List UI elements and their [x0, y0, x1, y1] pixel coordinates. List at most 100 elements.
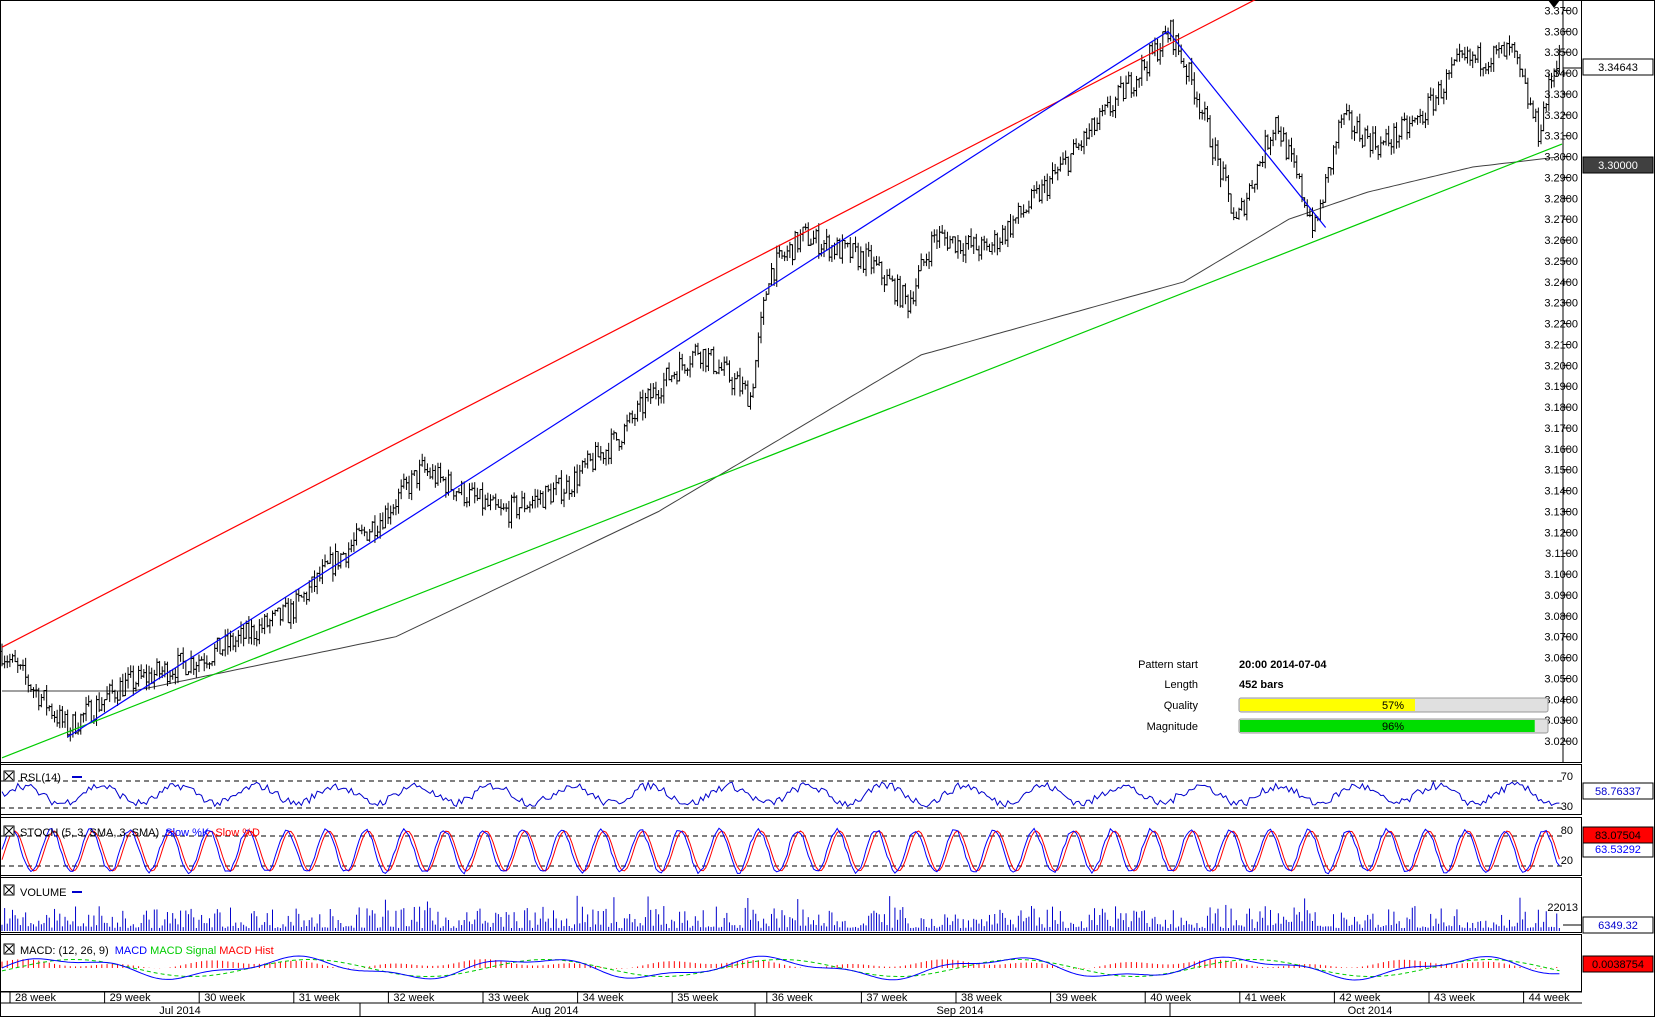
current-price-box: 3.34643: [1563, 58, 1654, 76]
volume-value: 6349.32: [1598, 920, 1638, 932]
price-tick-label: 3.2300: [1544, 298, 1578, 310]
macd-path: [1, 955, 1560, 981]
price-tick-label: 3.3500: [1544, 47, 1578, 59]
price-pane: 3.0200 3.0300 3.0400 3.0500 3.0600 3.0700 3.08…: [0, 0, 1654, 763]
week-label: 35 week: [677, 992, 718, 1004]
week-label: 37 week: [866, 992, 907, 1004]
macd-label: MACD: (12, 26, 9): [20, 945, 109, 957]
week-label: 31 week: [299, 992, 340, 1004]
week-label: 34 week: [583, 992, 624, 1004]
week-label: 33 week: [488, 992, 529, 1004]
week-label: 43 week: [1434, 992, 1475, 1004]
price-tick-label: 3.2100: [1544, 339, 1578, 351]
price-tick-label: 3.3400: [1544, 68, 1578, 80]
pattern-start-value: 20:00 2014-07-04: [1239, 659, 1327, 671]
week-label: 40 week: [1150, 992, 1191, 1004]
price-tick-label: 3.1500: [1544, 465, 1578, 477]
stoch-k-value: 83.07504: [1595, 830, 1641, 842]
week-label: 36 week: [772, 992, 813, 1004]
price-bars: [0, 19, 1562, 742]
stoch-k-label: Slow %K: [165, 827, 210, 839]
price-tick-label: 3.1200: [1544, 527, 1578, 539]
stoch-label-group: STOCH (5, 3, SMA, 3, SMA) Slow %K Slow %…: [20, 827, 260, 839]
price-tick-label: 3.1900: [1544, 381, 1578, 393]
price-tick-label: 3.0400: [1544, 694, 1578, 706]
week-label: 41 week: [1245, 992, 1286, 1004]
rsi-value: 58.76337: [1595, 786, 1641, 798]
month-label: Jul 2014: [159, 1005, 201, 1017]
month-label: Sep 2014: [936, 1005, 983, 1017]
price-tick-label: 3.0800: [1544, 611, 1578, 623]
price-tick-label: 3.3600: [1544, 26, 1578, 38]
channel-upper-line: [1, 0, 1256, 648]
price-tick-label: 3.2700: [1544, 214, 1578, 226]
stoch-d-label: Slow %D: [215, 827, 260, 839]
quality-value: 57%: [1382, 700, 1404, 712]
volume-pane: VOLUME 22013 6349.32: [0, 877, 1654, 934]
quality-label: Quality: [1164, 700, 1199, 712]
quality-fill: [1240, 699, 1415, 711]
week-label: 39 week: [1056, 992, 1097, 1004]
volume-label: VOLUME: [20, 887, 66, 899]
stoch-pane: STOCH (5, 3, SMA, 3, SMA) Slow %K Slow %…: [0, 817, 1654, 876]
week-label: 30 week: [204, 992, 245, 1004]
magnitude-fill: [1240, 720, 1535, 732]
price-tick-label: 3.0700: [1544, 632, 1578, 644]
week-label: 29 week: [110, 992, 151, 1004]
price-tick-label: 3.3300: [1544, 89, 1578, 101]
price-axis: 3.0200 3.0300 3.0400 3.0500 3.0600 3.0700 3.08…: [1544, 0, 1578, 762]
price-tick-label: 3.3700: [1544, 5, 1578, 17]
stoch-d-path: [1, 830, 1560, 872]
week-label: 44 week: [1529, 992, 1570, 1004]
price-tick-label: 3.1400: [1544, 486, 1578, 498]
price-tick-label: 3.1800: [1544, 402, 1578, 414]
pattern-line: [67, 30, 1169, 738]
stoch-lines: [1, 827, 1560, 875]
price-tick-label: 3.2200: [1544, 319, 1578, 331]
level-box: 3.30000: [1582, 156, 1654, 174]
pattern-line: [1167, 30, 1327, 228]
month-label: Oct 2014: [1348, 1005, 1393, 1017]
channel-lower-line: [1, 143, 1563, 759]
pattern-start-label: Pattern start: [1138, 659, 1198, 671]
magnitude-label: Magnitude: [1147, 721, 1198, 733]
price-tick-label: 3.3200: [1544, 110, 1578, 122]
moving-average-line: [2, 156, 1557, 692]
stoch-d-value: 63.53292: [1595, 844, 1641, 856]
macd-signal-label: MACD Signal: [150, 945, 216, 957]
price-tick-label: 3.2000: [1544, 360, 1578, 372]
stoch-k-path: [1, 827, 1560, 875]
pattern-info-panel: Pattern start 20:00 2014-07-04 Length 45…: [1138, 659, 1549, 734]
macd-hist-label: MACD Hist: [219, 945, 273, 957]
stoch-label: STOCH (5, 3, SMA, 3, SMA): [20, 827, 159, 839]
time-axis: 28 week 29 week 30 week 31 week 32 week 33 we…: [0, 991, 1582, 1017]
price-tick-label: 3.3100: [1544, 131, 1578, 143]
rsi-label: RSI (14): [20, 772, 61, 784]
price-tick-label: 3.0200: [1544, 736, 1578, 748]
volume-max-label: 22013: [1547, 902, 1578, 914]
rsi-line: [1, 780, 1560, 808]
volume-bars: [1, 895, 1560, 931]
price-tick-label: 3.0900: [1544, 590, 1578, 602]
price-tick-label: 3.3000: [1544, 152, 1578, 164]
price-tick-label: 3.1300: [1544, 506, 1578, 518]
week-label: 32 week: [393, 992, 434, 1004]
month-label: Aug 2014: [531, 1005, 578, 1017]
macd-label-group: MACD: (12, 26, 9) MACD MACD Signal MACD …: [20, 945, 274, 957]
stoch-level-20: 20: [1561, 855, 1573, 867]
price-tick-label: 3.2400: [1544, 277, 1578, 289]
price-tick-label: 3.1100: [1545, 548, 1578, 560]
price-tick-label: 3.2500: [1544, 256, 1578, 268]
price-tick-label: 3.1700: [1544, 423, 1578, 435]
scroll-marker-icon[interactable]: [1548, 0, 1560, 8]
week-label: 28 week: [15, 992, 56, 1004]
week-label: 42 week: [1339, 992, 1380, 1004]
moving-average: [2, 156, 1557, 692]
macd-lines: [1, 955, 1560, 981]
macd-value: 0.0038754: [1592, 959, 1644, 971]
price-tick-label: 3.1000: [1544, 569, 1578, 581]
price-tick-label: 3.2800: [1544, 193, 1578, 205]
length-label: Length: [1164, 679, 1198, 691]
price-tick-label: 3.2900: [1544, 172, 1578, 184]
